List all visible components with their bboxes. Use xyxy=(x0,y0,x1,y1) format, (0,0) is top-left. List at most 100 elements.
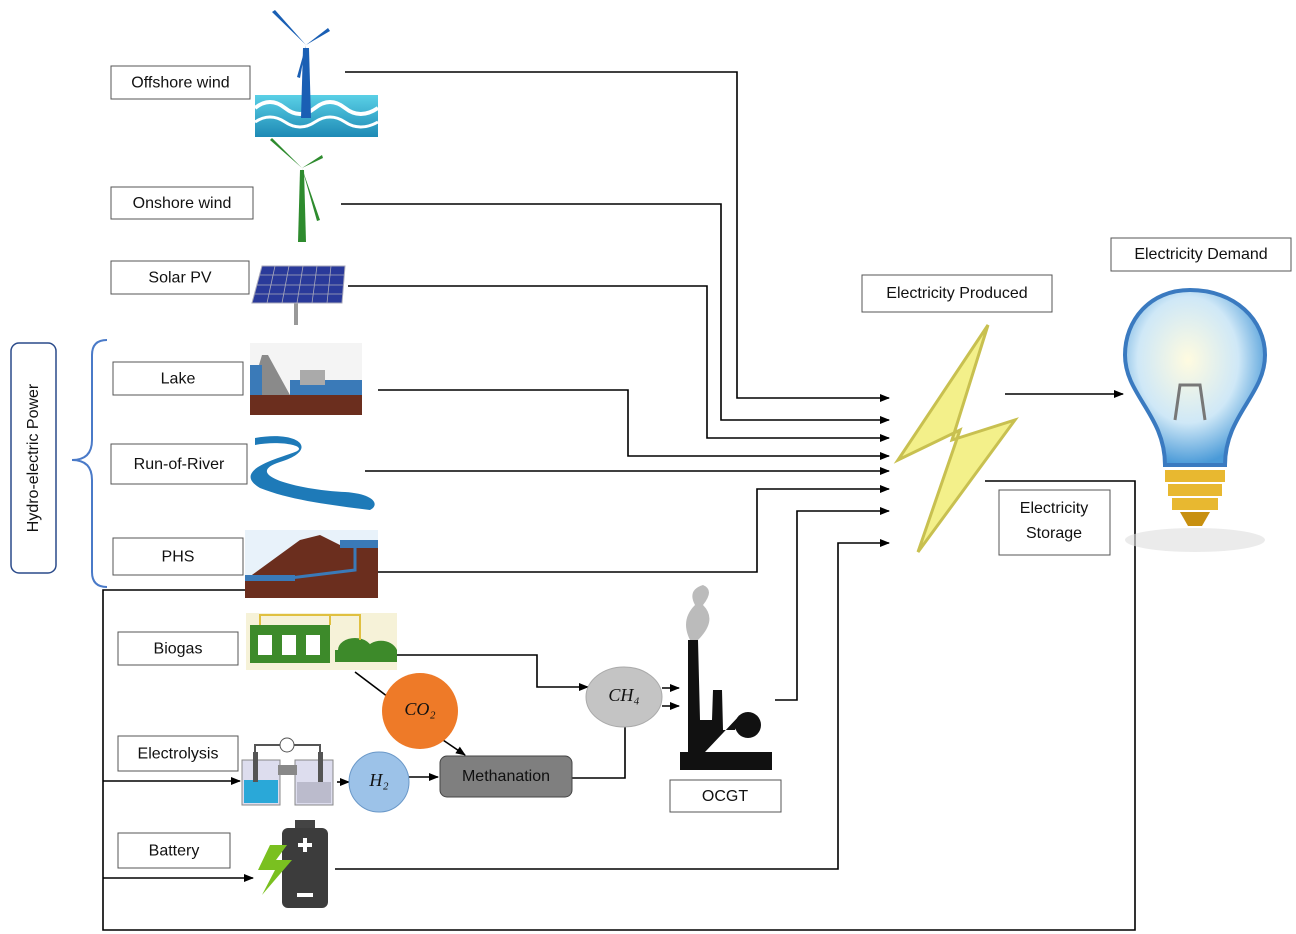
solar-pv-icon xyxy=(251,265,346,325)
source-label: Battery xyxy=(149,843,200,860)
methanation-box xyxy=(439,755,573,798)
onshore-wind-icon-part xyxy=(302,155,323,168)
source-label: Electrolysis xyxy=(138,746,219,763)
phs-icon-part xyxy=(245,575,295,581)
electrolysis-icon-part xyxy=(244,780,278,803)
biogas-icon-part xyxy=(306,635,320,655)
bulb-icon-part xyxy=(1122,287,1268,467)
run-of-river-icon xyxy=(250,436,375,510)
storage-box xyxy=(998,489,1111,556)
phs-icon xyxy=(245,530,378,598)
bulb-icon-part xyxy=(1125,528,1265,552)
biogas-icon-part xyxy=(258,635,272,655)
storage-label: Storage xyxy=(1026,525,1082,542)
source-label: Onshore wind xyxy=(133,195,232,212)
offshore-wind-icon-part xyxy=(254,115,379,129)
connectors-part xyxy=(397,654,589,691)
storage-label: Electricity xyxy=(1020,500,1088,517)
connectors-part xyxy=(348,285,890,442)
battery-icon-part xyxy=(282,828,328,908)
lake-dam-icon-part xyxy=(250,365,262,395)
co2-label: CO₂ xyxy=(404,699,435,719)
source-label: Offshore wind xyxy=(131,75,229,92)
connectors-part xyxy=(335,539,890,870)
source-box xyxy=(117,631,239,666)
battery-icon-part xyxy=(295,820,315,830)
source-label: Biogas xyxy=(154,641,203,658)
battery-icon-part xyxy=(298,838,312,852)
offshore-wind-icon-part xyxy=(297,45,306,78)
bulb-icon-part xyxy=(1165,470,1225,510)
ocgt-plant-icon-part xyxy=(688,640,740,770)
bulb-icon xyxy=(1122,287,1268,552)
source-label: Run-of-River xyxy=(134,456,225,473)
connectors-part xyxy=(345,71,890,402)
co2-node xyxy=(382,673,458,749)
offshore-wind-icon-part xyxy=(253,100,380,116)
bulb-icon-part xyxy=(1173,383,1207,421)
solar-pv-icon-part xyxy=(294,300,298,325)
electrolysis-icon-part xyxy=(297,782,331,803)
hydro-brace xyxy=(71,339,108,588)
offshore-wind-icon xyxy=(253,10,380,137)
offshore-wind-icon-part xyxy=(306,28,330,45)
electrolysis-icon xyxy=(241,737,334,806)
lake-dam-icon-part xyxy=(250,395,362,415)
hydro-group-box xyxy=(10,342,57,574)
battery-icon-part xyxy=(258,845,292,895)
connectors-part xyxy=(439,737,466,756)
onshore-wind-icon-part xyxy=(298,170,306,242)
phs-icon-part xyxy=(340,540,378,548)
offshore-wind-icon-part xyxy=(301,48,311,118)
electrolysis-icon-part xyxy=(278,765,297,775)
lake-dam-icon xyxy=(250,343,362,415)
onshore-wind-icon-part xyxy=(302,168,320,221)
connectors-part xyxy=(341,203,890,424)
source-box xyxy=(110,260,250,295)
electrolysis-icon-part xyxy=(279,737,295,753)
demand-box xyxy=(1110,237,1292,272)
hydro-group-label: Hydro-electric Power xyxy=(25,383,42,532)
connectors-part xyxy=(572,725,626,779)
ocgt-box xyxy=(669,779,782,813)
h2-label: H₂ xyxy=(368,770,388,790)
produced-box xyxy=(861,274,1053,313)
produced-label: Electricity Produced xyxy=(886,285,1027,302)
source-box xyxy=(112,361,244,396)
phs-icon-part xyxy=(289,548,357,580)
ch4-label: CH₄ xyxy=(608,685,639,705)
biogas-icon-part xyxy=(338,638,397,650)
lake-dam-icon-part xyxy=(300,370,325,385)
lightning-icon-part xyxy=(893,324,1019,553)
battery-icon xyxy=(258,820,328,908)
biogas-icon-part xyxy=(282,635,296,655)
offshore-wind-icon-part xyxy=(272,10,306,45)
electrolysis-icon-part xyxy=(253,752,258,782)
connectors-part xyxy=(775,507,890,701)
ocgt-plant-icon xyxy=(680,585,772,770)
connectors-part xyxy=(102,480,1136,931)
lightning-icon xyxy=(893,324,1019,553)
ch4-node xyxy=(585,666,663,728)
source-label: Solar PV xyxy=(148,270,211,287)
source-box xyxy=(110,65,251,100)
solar-pv-icon-part xyxy=(251,265,346,304)
source-boxes: Offshore wind Onshore wind Solar PV Lake Run… xyxy=(110,65,254,869)
connectors-part xyxy=(378,485,890,573)
ocgt-plant-icon-part xyxy=(680,752,772,770)
phs-icon-part xyxy=(245,535,378,598)
source-box xyxy=(112,537,244,576)
source-box xyxy=(110,186,254,220)
bulb-icon-part xyxy=(1180,512,1210,526)
methanation-label: Methanation xyxy=(462,768,550,785)
connectors-part xyxy=(378,389,890,460)
run-of-river-icon-part xyxy=(250,436,375,510)
biogas-icon xyxy=(246,613,397,670)
electrolysis-icon-part xyxy=(318,752,323,782)
source-label: Lake xyxy=(161,371,196,388)
source-box xyxy=(117,735,239,772)
ocgt-label: OCGT xyxy=(702,788,748,805)
solar-pv-icon-part xyxy=(254,265,344,304)
